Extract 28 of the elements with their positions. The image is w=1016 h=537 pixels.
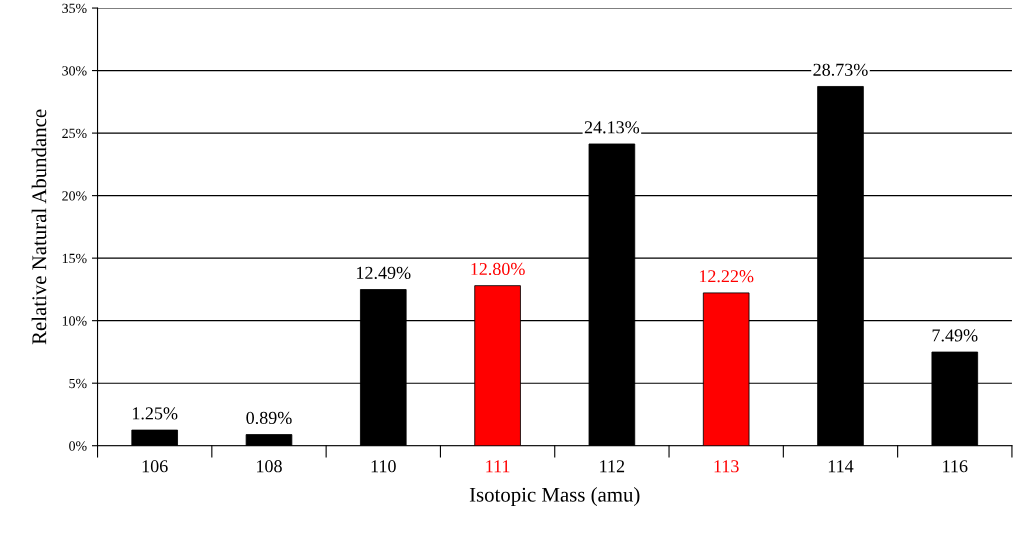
x-tick-label: 106	[142, 460, 168, 473]
y-tick-label: 20%	[62, 191, 87, 201]
x-tick-label: 112	[600, 460, 625, 473]
data-label: 12.80%	[471, 262, 525, 276]
x-tick-label: 114	[828, 460, 854, 473]
y-tick-label: 30%	[62, 66, 87, 76]
x-tick-label: 110	[371, 460, 396, 473]
data-label: 12.22%	[699, 270, 754, 283]
x-tick-label: 108	[257, 460, 282, 473]
y-tick-label: 10%	[62, 316, 87, 326]
bar	[131, 429, 178, 446]
y-tick-label: 0%	[69, 441, 87, 451]
y-tick-label: 5%	[69, 378, 87, 389]
data-label: 0.89%	[246, 411, 292, 425]
y-tick-label: 15%	[62, 253, 87, 264]
y-tick-label: 25%	[62, 128, 87, 139]
x-tick-label: 113	[714, 460, 739, 473]
y-axis-title: Relative Natural Abundance	[31, 109, 47, 345]
data-label: 7.49%	[932, 329, 978, 342]
x-axis-title: Isotopic Mass (amu)	[469, 487, 640, 506]
data-label: 28.73%	[813, 63, 868, 76]
x-tick-label: 116	[943, 460, 968, 473]
x-tick-label: 111	[486, 460, 510, 473]
data-label: 12.49%	[357, 266, 411, 279]
bar	[245, 434, 293, 446]
data-label: 1.25%	[132, 407, 178, 420]
y-tick-label: 35%	[62, 3, 87, 14]
data-label: 24.13%	[584, 121, 640, 134]
